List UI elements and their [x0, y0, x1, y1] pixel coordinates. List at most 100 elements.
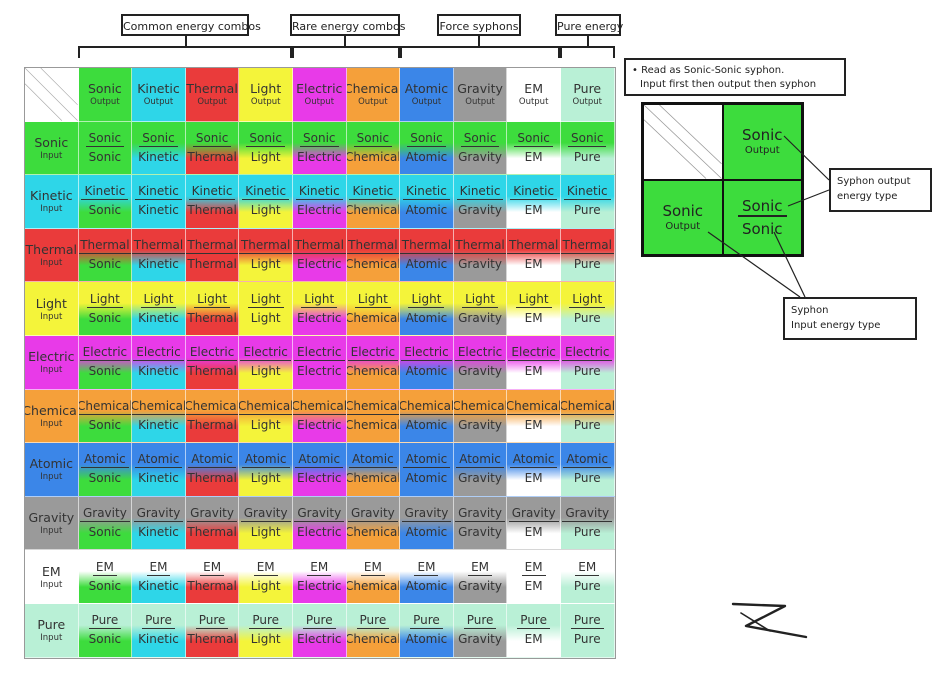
- combo-output-name: Thermal: [187, 578, 237, 593]
- header-output-suffix: Output: [518, 97, 549, 108]
- combo-output-name: Gravity: [458, 310, 502, 325]
- combo-input-name: Chemical: [560, 399, 614, 415]
- row-input-suffix: Input: [40, 579, 63, 590]
- row-input-thermal: Thermal Input: [25, 228, 79, 283]
- combo-input-name: Electric: [240, 345, 291, 362]
- combo-cell-sonic-em: Sonic EM: [507, 121, 561, 176]
- combo-input-name: Sonic: [514, 131, 553, 147]
- row-input-sonic: Sonic Input: [25, 121, 79, 176]
- combo-cell-atomic-sonic: Atomic Sonic: [78, 443, 133, 497]
- combo-input-name: Gravity: [562, 506, 613, 523]
- combo-input-name: EM: [414, 560, 439, 576]
- combo-cell-atomic-pure: Atomic Pure: [560, 443, 615, 497]
- combo-cell-chemical-electric: Chemical Electric: [292, 389, 347, 444]
- row-input-pure: Pure Input: [25, 603, 79, 658]
- combo-input-name: Light: [569, 292, 606, 308]
- combo-input-name: Pure: [302, 613, 336, 630]
- combo-output-name: Light: [250, 632, 281, 647]
- combo-input-name: Atomic: [402, 452, 451, 469]
- combo-cell-sonic-sonic: Sonic Sonic: [78, 121, 133, 176]
- row-input-suffix: Input: [40, 472, 63, 483]
- combo-input-name: Thermal: [132, 238, 185, 255]
- combo-output-name: Atomic: [405, 310, 448, 325]
- row-input-name: Electric: [28, 349, 75, 365]
- combo-cell-chemical-atomic: Chemical Atomic: [400, 389, 454, 444]
- combo-cell-atomic-em: Atomic EM: [507, 443, 561, 497]
- row-input-electric: Electric Input: [25, 335, 79, 390]
- row-input-suffix: Input: [40, 526, 63, 537]
- combo-cell-atomic-thermal: Atomic Thermal: [185, 443, 240, 497]
- header-output-suffix: Output: [411, 97, 442, 108]
- combo-input-name: EM: [468, 560, 493, 576]
- combo-output-name: Kinetic: [138, 417, 179, 432]
- row-input-name: Sonic: [34, 134, 69, 150]
- header-output-name: Kinetic: [137, 81, 180, 97]
- combo-output-name: Gravity: [458, 578, 502, 593]
- row-input-suffix: Input: [40, 418, 63, 429]
- combo-input-name: Chemical: [346, 399, 400, 415]
- combo-cell-em-gravity: EM Gravity: [453, 550, 508, 604]
- combo-cell-light-chemical: Light Chemical: [346, 282, 401, 336]
- diagonal-hatch-icon: [644, 105, 722, 179]
- combo-input-name: Sonic: [192, 131, 232, 147]
- combo-output-name: Chemical: [346, 149, 401, 164]
- combo-cell-light-pure: Light Pure: [560, 282, 615, 336]
- combo-output-name: Gravity: [458, 257, 502, 272]
- combo-cell-light-sonic: Light Sonic: [78, 282, 133, 336]
- combo-input-name: Pure: [356, 613, 390, 630]
- combo-cell-light-light: Light Light: [239, 282, 293, 336]
- combo-output-name: Pure: [573, 632, 601, 647]
- header-output-name: Chemical: [346, 81, 401, 97]
- combo-input-name: EM: [92, 560, 117, 576]
- combo-input-name: Chemical: [239, 399, 292, 415]
- combo-cell-em-pure: EM Pure: [560, 550, 615, 604]
- combo-input-name: Sonic: [85, 131, 125, 147]
- row-input-name: Pure: [37, 617, 66, 633]
- header-output-name: Sonic: [87, 81, 122, 97]
- combo-cell-chemical-kinetic: Chemical Kinetic: [132, 389, 186, 444]
- combo-input-name: Atomic: [295, 452, 344, 469]
- combo-output-name: Atomic: [405, 578, 448, 593]
- combo-cell-gravity-atomic: Gravity Atomic: [400, 496, 454, 551]
- combo-output-name: Pure: [573, 149, 601, 164]
- legend-example-input-sub: Output: [665, 220, 701, 232]
- energy-combo-grid: Sonic Output Kinetic Output Thermal Output Lig…: [24, 67, 616, 659]
- combo-output-name: Atomic: [405, 471, 448, 486]
- row-input-suffix: Input: [40, 311, 63, 322]
- combo-input-name: Kinetic: [456, 184, 504, 201]
- combo-output-name: Electric: [297, 203, 342, 218]
- combo-cell-atomic-gravity: Atomic Gravity: [453, 443, 508, 497]
- combo-cell-gravity-gravity: Gravity Gravity: [453, 496, 508, 551]
- combo-output-name: Light: [250, 149, 281, 164]
- row-input-name: Gravity: [28, 510, 75, 526]
- combo-cell-atomic-chemical: Atomic Chemical: [346, 443, 401, 497]
- combo-input-name: EM: [307, 560, 332, 576]
- combo-input-name: Atomic: [349, 452, 397, 469]
- combo-output-name: Gravity: [458, 364, 502, 379]
- row-input-suffix: Input: [40, 633, 63, 644]
- legend-note: • Read as Sonic-Sonic syphon. Input firs…: [624, 58, 846, 96]
- combo-cell-electric-light: Electric Light: [239, 335, 293, 390]
- combo-input-name: Thermal: [560, 238, 614, 255]
- combo-input-name: Atomic: [563, 452, 612, 469]
- combo-output-name: Light: [250, 364, 281, 379]
- combo-input-name: Electric: [401, 345, 452, 362]
- combo-output-name: Kinetic: [138, 310, 179, 325]
- combo-input-name: Atomic: [241, 452, 290, 469]
- combo-output-name: EM: [524, 203, 543, 218]
- combo-output-name: Gravity: [458, 471, 502, 486]
- combo-output-name: Atomic: [405, 257, 448, 272]
- header-output-suffix: Output: [358, 97, 388, 108]
- header-output-kinetic: Kinetic Output: [132, 68, 186, 122]
- combo-output-name: Kinetic: [138, 364, 179, 379]
- combo-output-name: Sonic: [88, 632, 122, 647]
- combo-input-name: Pure: [88, 613, 122, 630]
- combo-cell-kinetic-sonic: Kinetic Sonic: [78, 175, 133, 229]
- grid-corner-cell: [25, 68, 79, 122]
- combo-input-name: Kinetic: [403, 184, 450, 201]
- combo-input-name: Kinetic: [510, 184, 558, 201]
- combo-input-name: Electric: [294, 345, 345, 362]
- row-input-name: Atomic: [29, 456, 73, 472]
- combo-output-name: Gravity: [458, 417, 502, 432]
- combo-input-name: Pure: [463, 613, 497, 630]
